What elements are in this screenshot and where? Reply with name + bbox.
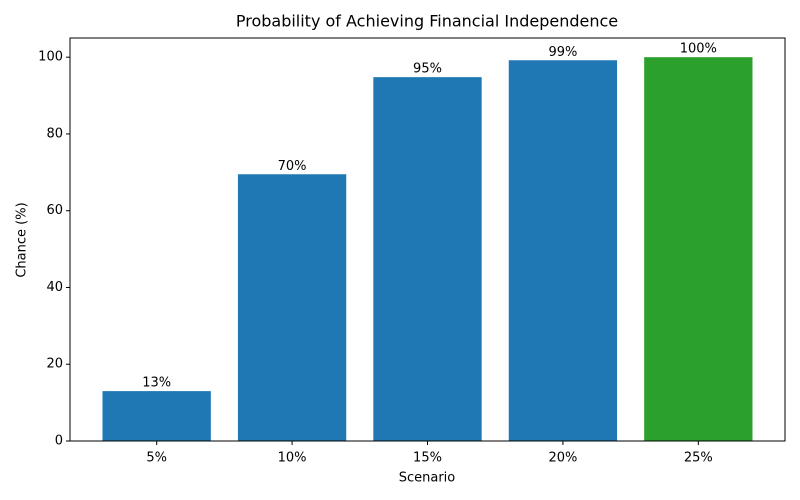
y-tick-label: 60	[46, 203, 63, 218]
value-label: 99%	[548, 45, 577, 60]
x-tick-label: 15%	[413, 451, 442, 466]
bar	[237, 174, 347, 441]
y-axis-label: Chance (%)	[15, 202, 30, 277]
value-label: 70%	[278, 159, 307, 174]
x-tick-label: 20%	[548, 451, 577, 466]
y-tick-label: 80	[46, 126, 63, 141]
y-tick-label: 40	[46, 280, 63, 295]
x-axis-label: Scenario	[399, 471, 456, 486]
x-tick-label: 25%	[684, 451, 713, 466]
bar	[102, 391, 211, 441]
bar	[644, 57, 753, 441]
value-label: 95%	[413, 62, 442, 77]
bar	[373, 77, 482, 442]
y-tick-label: 20	[46, 357, 63, 372]
x-tick-label: 10%	[278, 451, 307, 466]
value-label: 100%	[680, 42, 717, 57]
y-tick-label: 100	[38, 50, 63, 65]
plot-frame	[69, 37, 786, 442]
bar	[508, 60, 618, 441]
x-tick-label: 5%	[146, 451, 167, 466]
value-label: 13%	[142, 376, 171, 391]
chart-title: Probability of Achieving Financial Indep…	[236, 12, 618, 31]
y-tick-label: 0	[55, 434, 63, 449]
